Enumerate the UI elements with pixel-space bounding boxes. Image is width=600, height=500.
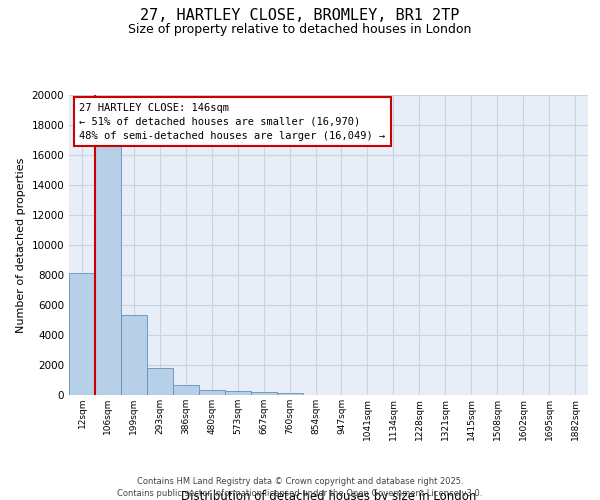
- X-axis label: Distribution of detached houses by size in London: Distribution of detached houses by size …: [181, 490, 476, 500]
- Y-axis label: Number of detached properties: Number of detached properties: [16, 158, 26, 332]
- Bar: [251, 392, 277, 395]
- Bar: [147, 368, 173, 395]
- Bar: [121, 315, 147, 395]
- Text: Contains HM Land Registry data © Crown copyright and database right 2025.
Contai: Contains HM Land Registry data © Crown c…: [118, 476, 482, 498]
- Bar: [173, 384, 199, 395]
- Bar: [69, 273, 95, 395]
- Text: 27, HARTLEY CLOSE, BROMLEY, BR1 2TP: 27, HARTLEY CLOSE, BROMLEY, BR1 2TP: [140, 8, 460, 22]
- Bar: [199, 390, 224, 395]
- Text: 27 HARTLEY CLOSE: 146sqm
← 51% of detached houses are smaller (16,970)
48% of se: 27 HARTLEY CLOSE: 146sqm ← 51% of detach…: [79, 102, 386, 141]
- Bar: [277, 393, 302, 395]
- Bar: [95, 140, 121, 395]
- Bar: [225, 391, 251, 395]
- Text: Size of property relative to detached houses in London: Size of property relative to detached ho…: [128, 22, 472, 36]
